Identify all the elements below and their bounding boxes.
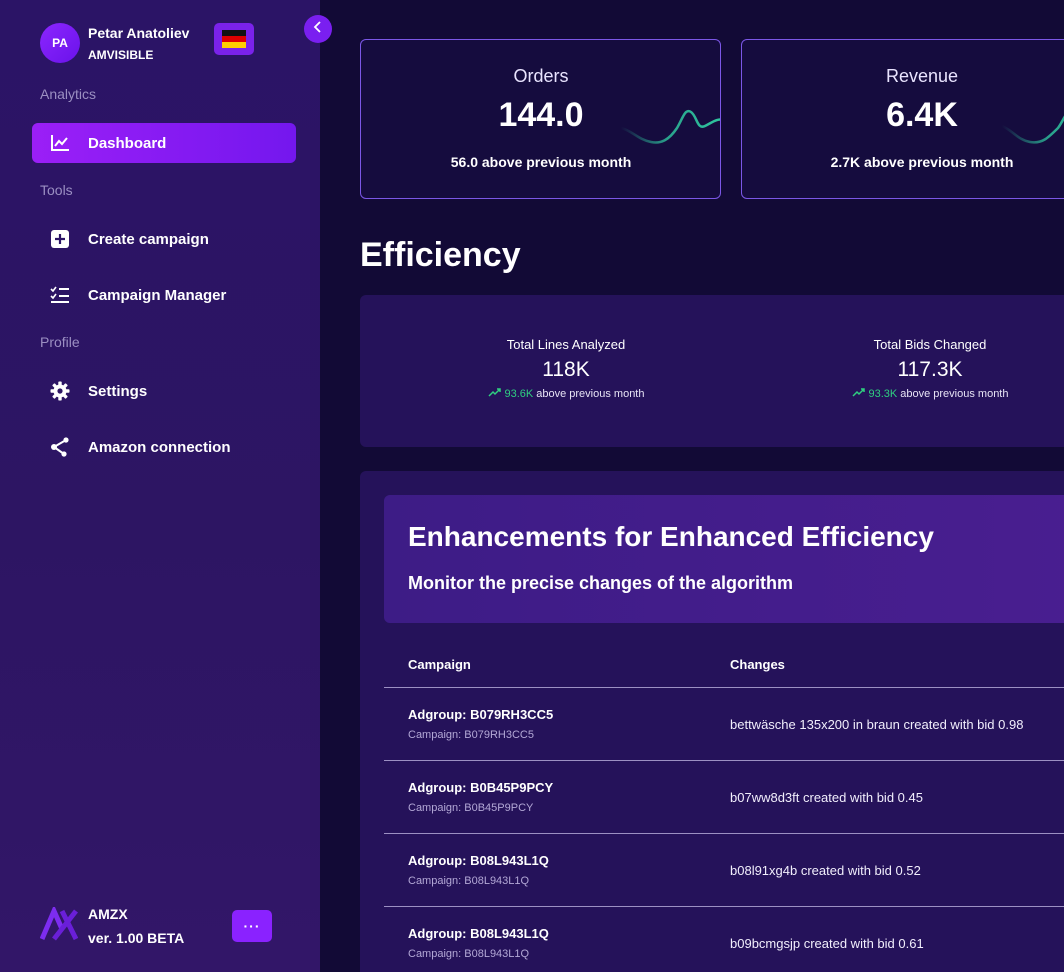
sidebar-item-label: Campaign Manager	[88, 286, 227, 304]
row-adgroup: Adgroup: B079RH3CC5	[408, 707, 554, 722]
kpi-subtitle: 2.7K above previous month	[830, 154, 1014, 170]
row-change: b09bcmgsjp created with bid 0.61	[730, 936, 924, 951]
table-divider	[384, 833, 1064, 834]
sidebar-item-dashboard[interactable]: Dashboard	[32, 123, 296, 163]
stat-label: Total Lines Analyzed	[506, 337, 626, 352]
kpi-title: Revenue	[885, 66, 959, 86]
kpi-card-orders: Orders 144.0 56.0 above previous month	[360, 39, 721, 199]
user-name: Petar Anatoliev	[88, 24, 190, 41]
stat-value: 118K	[542, 358, 590, 381]
collapse-sidebar-button[interactable]	[304, 15, 332, 43]
app-name: AMZX	[88, 906, 128, 922]
enhancements-panel: Enhancements for Enhanced Efficiency Mon…	[360, 471, 1064, 972]
kpi-subtitle: 56.0 above previous month	[450, 154, 632, 170]
orders-sparkline	[620, 109, 720, 144]
sidebar-item-label: Dashboard	[88, 134, 167, 152]
kpi-title: Orders	[513, 66, 569, 86]
stat-change-suffix: above previous month	[900, 388, 1009, 400]
efficiency-heading: Efficiency	[360, 236, 521, 274]
trend-up-icon	[851, 388, 866, 400]
efficiency-stats-panel: Total Lines Analyzed 118K 93.6K above pr…	[360, 295, 1064, 447]
table-divider	[384, 760, 1064, 761]
column-header-changes: Changes	[730, 657, 785, 672]
checklist-icon	[50, 285, 70, 305]
stat-label: Total Bids Changed	[873, 337, 987, 352]
share-nodes-icon	[50, 437, 70, 457]
sidebar-item-campaign-manager[interactable]: Campaign Manager	[32, 275, 296, 315]
chevron-left-icon	[313, 20, 323, 38]
row-campaign: Campaign: B0B45P9PCY	[408, 802, 534, 814]
chart-line-icon	[50, 133, 70, 153]
stat-change: 93.3K above previous month	[805, 388, 1055, 400]
enhancements-header: Enhancements for Enhanced Efficiency Mon…	[384, 495, 1064, 623]
app-version: ver. 1.00 BETA	[88, 930, 185, 946]
brand-block: AMZX ver. 1.00 BETA	[39, 904, 185, 947]
user-profile[interactable]: PA Petar Anatoliev AMVISIBLE	[40, 23, 189, 63]
row-adgroup: Adgroup: B08L943L1Q	[408, 853, 549, 868]
germany-flag-icon	[222, 30, 246, 48]
avatar[interactable]: PA	[40, 23, 80, 63]
kpi-value: 144.0	[498, 96, 584, 134]
sidebar-item-label: Amazon connection	[88, 438, 231, 456]
sidebar-item-label: Create campaign	[88, 230, 209, 248]
row-campaign: Campaign: B08L943L1Q	[408, 948, 530, 960]
row-change: b07ww8d3ft created with bid 0.45	[730, 790, 923, 805]
table-divider	[384, 687, 1064, 688]
sidebar: PA Petar Anatoliev AMVISIBLE Analytics D…	[0, 0, 320, 972]
sidebar-item-settings[interactable]: Settings	[32, 371, 296, 411]
plus-square-icon	[50, 229, 70, 249]
stat-total-bids: Total Bids Changed 117.3K 93.3K above pr…	[805, 337, 1055, 400]
section-label-analytics: Analytics	[40, 86, 97, 102]
language-selector-button[interactable]	[214, 23, 254, 55]
more-options-button[interactable]: ···	[232, 910, 272, 942]
column-header-campaign: Campaign	[408, 657, 471, 672]
sidebar-item-amazon-connection[interactable]: Amazon connection	[32, 427, 296, 467]
stat-change-value: 93.6K	[504, 388, 534, 400]
main-content: Orders 144.0 56.0 above previous month R…	[320, 0, 1064, 972]
gear-icon	[50, 381, 70, 401]
kpi-value: 6.4K	[886, 96, 958, 134]
enhancements-title: Enhancements for Enhanced Efficiency	[408, 521, 934, 552]
stat-total-lines: Total Lines Analyzed 118K 93.6K above pr…	[441, 337, 691, 400]
kpi-card-revenue: Revenue 6.4K 2.7K above previous month	[741, 39, 1064, 199]
stat-change-suffix: above previous month	[536, 388, 645, 400]
row-campaign: Campaign: B08L943L1Q	[408, 875, 530, 887]
section-label-tools: Tools	[40, 182, 73, 198]
amzx-logo-icon	[39, 904, 79, 946]
row-change: bettwäsche 135x200 in braun created with…	[730, 717, 1024, 732]
section-label-profile: Profile	[40, 334, 80, 350]
enhancements-subtitle: Monitor the precise changes of the algor…	[408, 573, 794, 593]
row-change: b08l91xg4b created with bid 0.52	[730, 863, 921, 878]
sidebar-item-create-campaign[interactable]: Create campaign	[32, 219, 296, 259]
row-adgroup: Adgroup: B08L943L1Q	[408, 926, 549, 941]
sidebar-item-label: Settings	[88, 382, 148, 400]
table-divider	[384, 906, 1064, 907]
revenue-sparkline	[1001, 115, 1064, 144]
row-campaign: Campaign: B079RH3CC5	[408, 729, 534, 741]
stat-value: 117.3K	[897, 358, 963, 381]
row-adgroup: Adgroup: B0B45P9PCY	[408, 780, 554, 795]
stat-change: 93.6K above previous month	[441, 388, 691, 400]
company-name: AMVISIBLE	[88, 47, 154, 62]
trend-up-icon	[487, 388, 502, 400]
stat-change-value: 93.3K	[868, 388, 898, 400]
